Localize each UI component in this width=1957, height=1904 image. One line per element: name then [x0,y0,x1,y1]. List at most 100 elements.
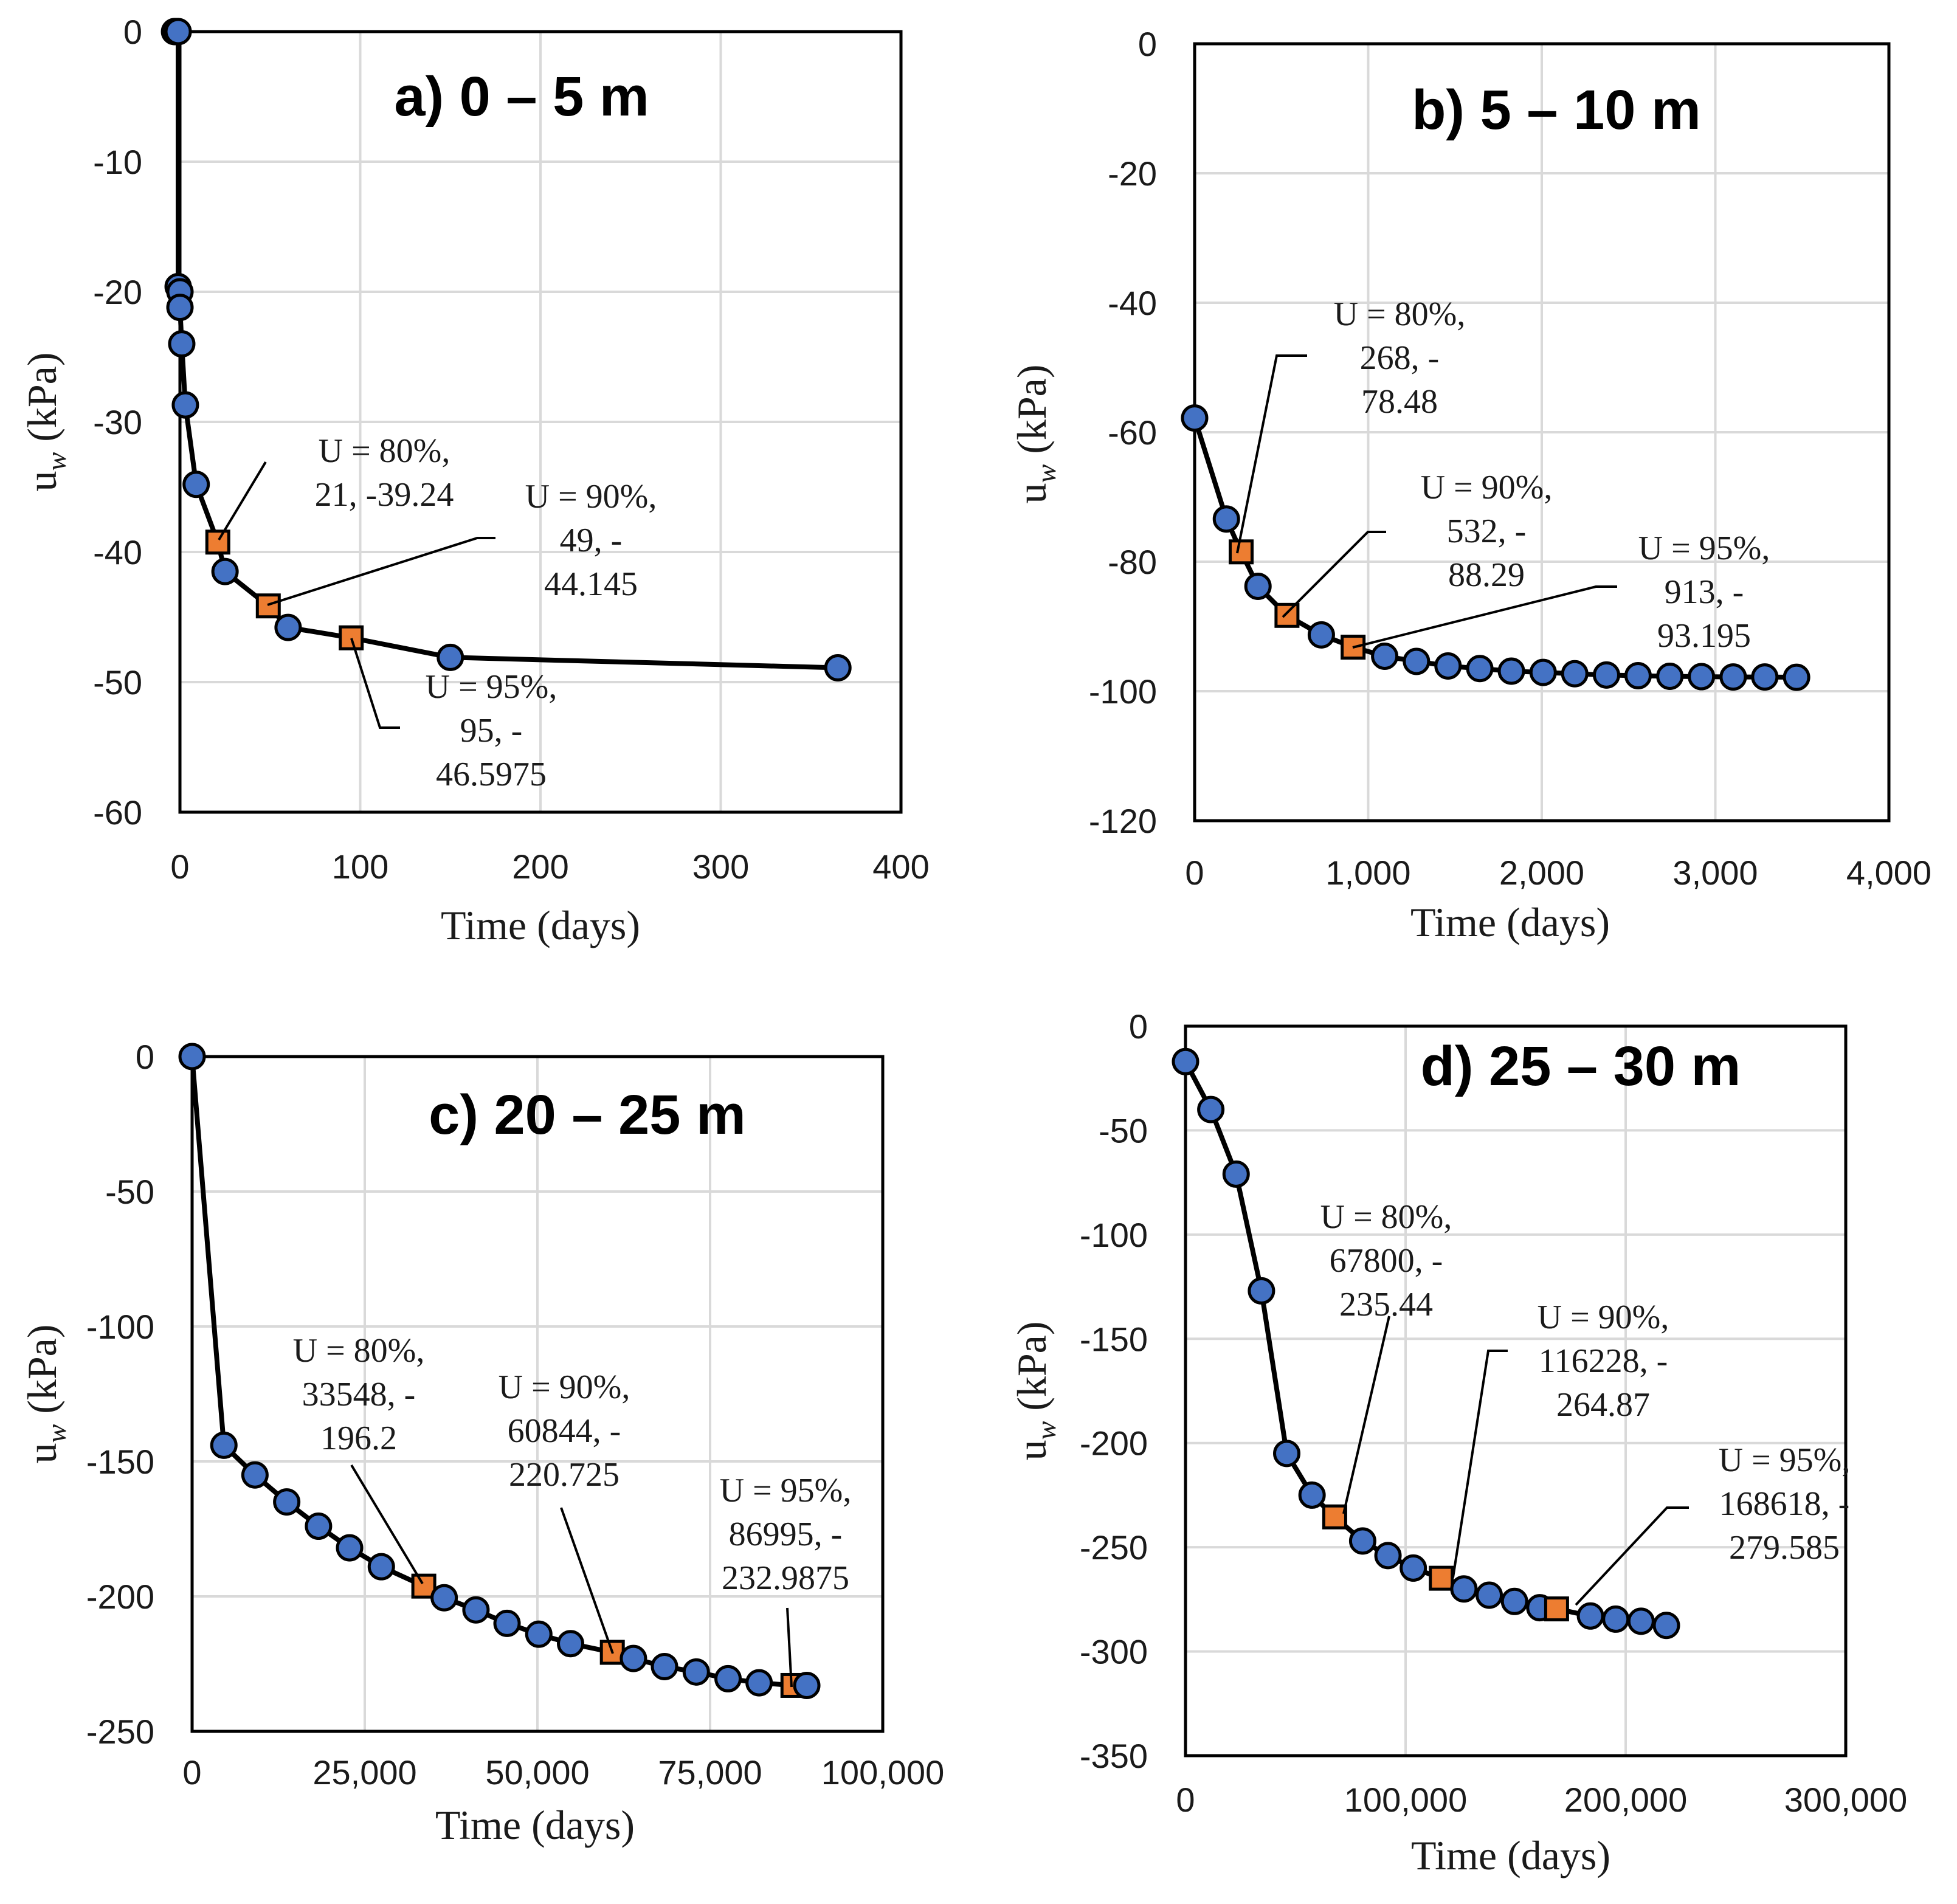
data-point [793,1672,821,1700]
data-point [178,1043,206,1071]
data-point [1476,1581,1503,1609]
x-tick-label: 300 [692,847,749,886]
y-tick-label: -120 [1089,802,1157,840]
chart-panel-3: 0 100,000 200,000 300,000 0 -50 -100 -150 -200 -2… [1009,1007,1907,1878]
y-tick-label: -10 [93,143,142,181]
annotation-leader [1236,354,1307,554]
milestone-marker [339,625,364,650]
annotation-label: U = 80%, 67800, -235.44 [1320,1198,1452,1323]
x-axis-title: Time (days) [435,1802,635,1848]
x-tick-label: 3,000 [1672,854,1758,892]
data-point [367,1553,395,1581]
x-axis-title: Time (days) [1411,1832,1610,1878]
y-tick-label: 0 [136,1038,154,1076]
x-tick-label: 300,000 [1784,1781,1907,1819]
chart-panel-0: 0 100 200 300 400 0 -10 -20 -30 -40 -50 -60 Time (da… [19,13,930,948]
data-point [210,1431,238,1459]
annotation-label: U = 95%, 168618, -279.585 [1719,1441,1851,1567]
panel-title: d) 25 – 30 m [1421,1035,1741,1097]
data-point [1172,1047,1199,1075]
x-tick-label: 0 [170,847,189,886]
data-point [1307,621,1335,649]
data-point [714,1664,742,1692]
y-tick-label: -40 [1108,284,1157,322]
y-tick-label: -250 [1080,1528,1148,1567]
data-point [1497,657,1525,685]
data-point [1656,663,1684,691]
annotation-label: U = 90%, 116228, -264.87 [1538,1299,1669,1424]
y-tick-label: -200 [1080,1424,1148,1463]
y-tick-label: -60 [93,793,142,832]
x-tick-label: 75,000 [658,1753,762,1792]
data-point [1298,1481,1326,1509]
y-tick-label: -100 [1089,672,1157,711]
data-point [1602,1605,1630,1633]
annotation-leader [218,461,267,541]
data-point [493,1609,521,1637]
milestone-marker [205,529,230,555]
y-tick-label: -50 [1099,1111,1148,1150]
data-point [1400,1554,1427,1582]
series-line [174,29,838,671]
data-point [166,294,194,322]
chart-panel-1: 0 1,000 2,000 3,000 4,000 0 -20 -40 -60 -80 -100 -1… [1009,25,1931,945]
annotation-label: U = 95%, 95, -46.5975 [426,668,557,793]
data-point [1197,1095,1225,1123]
data-point [1529,658,1557,686]
milestone-marker [1429,1565,1454,1591]
y-tick-label: -30 [93,403,142,441]
milestone-marker [1544,1596,1569,1622]
y-tick-label: -350 [1080,1737,1148,1775]
data-point [1500,1587,1528,1615]
y-tick-label: 0 [1129,1007,1148,1046]
annotation-leader [350,638,400,729]
x-tick-label: 200 [512,847,568,886]
x-tick-label: 100,000 [821,1753,944,1792]
data-point [1348,1527,1376,1555]
x-tick-label: 2,000 [1499,854,1584,892]
data-point [171,391,199,419]
annotation-leader [1352,585,1617,649]
data-point [168,330,196,358]
data-point [241,1461,269,1489]
data-point [1403,647,1431,675]
data-point [462,1596,490,1624]
plot-area [190,1055,885,1733]
annotation-leader [1342,1316,1390,1514]
panel-title: b) 5 – 10 m [1412,79,1701,141]
data-point [557,1630,585,1658]
data-point [1466,655,1494,683]
x-tick-label: 200,000 [1564,1781,1687,1819]
data-point [211,557,239,585]
milestone-marker [411,1573,437,1599]
data-point [1248,1277,1275,1305]
x-tick-label: 0 [182,1753,201,1792]
x-tick-label: 400 [872,847,929,886]
data-point [430,1584,458,1612]
x-axis-title: Time (days) [1410,899,1610,945]
annotation-label: U = 90%, 532, -88.29 [1421,469,1553,594]
milestone-marker [1322,1504,1347,1530]
y-tick-label: -20 [1108,154,1157,193]
annotation-leader [560,1507,614,1654]
y-tick-label: -300 [1080,1633,1148,1671]
y-tick-label: -60 [1108,413,1157,452]
data-point [1450,1575,1478,1603]
chart-panel-2: 0 25,000 50,000 75,000 100,000 0 -50 -100 -150 -2… [19,1038,944,1848]
x-tick-label: 0 [1185,854,1204,892]
data-point [525,1620,553,1648]
y-tick-label: 0 [123,13,142,51]
data-point [1222,1160,1250,1188]
data-point [182,471,210,498]
data-point [1273,1440,1301,1468]
milestone-marker [1274,602,1300,628]
annotation-label: U = 90%, 60844, -220.725 [499,1368,630,1494]
data-point [164,18,192,46]
annotation-leader [267,537,495,606]
y-tick-label: 0 [1138,25,1157,63]
data-point [1751,663,1779,691]
annotation-label: U = 90%, 49, -44.145 [525,478,657,603]
panel-title: a) 0 – 5 m [394,66,649,128]
data-point [1212,505,1240,533]
